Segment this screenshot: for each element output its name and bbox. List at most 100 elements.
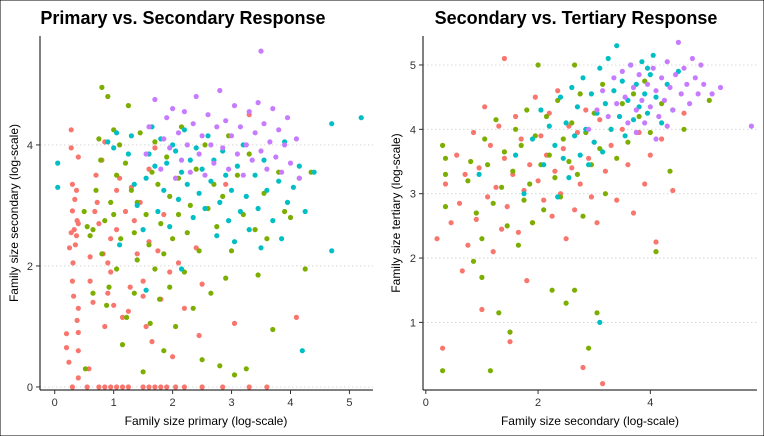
data-point (296, 163, 302, 169)
data-point (462, 171, 468, 177)
data-point (681, 65, 687, 71)
x-tick-label: 5 (346, 397, 352, 409)
data-point (594, 107, 600, 113)
data-point (642, 91, 648, 97)
data-point (140, 227, 146, 233)
data-point (187, 202, 193, 208)
data-point (493, 184, 499, 190)
data-point (125, 384, 131, 390)
x-tick-label: 3 (228, 397, 234, 409)
data-point (81, 208, 87, 215)
data-point (255, 205, 261, 212)
data-point (214, 124, 220, 130)
data-point (513, 126, 519, 132)
data-point (63, 331, 70, 337)
data-point (252, 130, 258, 136)
data-point (105, 139, 111, 145)
data-point (75, 221, 81, 227)
data-point (572, 287, 578, 293)
data-point (105, 93, 111, 100)
data-point (611, 75, 617, 81)
data-point (647, 104, 653, 110)
data-point (636, 113, 642, 120)
data-point (270, 218, 276, 224)
data-point (196, 151, 202, 157)
data-point (653, 136, 659, 142)
data-point (249, 157, 255, 163)
data-point (633, 129, 639, 136)
data-point (709, 91, 715, 97)
data-point (68, 145, 74, 151)
data-point (175, 260, 182, 266)
data-point (284, 199, 291, 205)
data-point (521, 191, 527, 197)
data-point (96, 221, 102, 227)
data-point (114, 172, 120, 178)
data-point (611, 88, 617, 94)
data-point (591, 139, 597, 145)
data-point (84, 224, 90, 230)
x-tick-label: 0 (52, 397, 58, 409)
data-point (673, 72, 679, 78)
data-point (161, 348, 167, 354)
data-point (131, 218, 137, 224)
data-point (583, 107, 589, 113)
data-point (134, 257, 140, 263)
data-point (71, 293, 77, 299)
data-point (681, 110, 687, 116)
data-point (513, 152, 519, 158)
data-point (69, 208, 75, 214)
data-point (181, 384, 187, 390)
data-point (234, 163, 240, 169)
data-point (659, 136, 665, 142)
data-point (134, 202, 140, 208)
data-point (546, 123, 552, 129)
data-point (220, 384, 226, 390)
data-point (96, 136, 102, 142)
data-point (465, 178, 471, 184)
data-point (459, 268, 465, 274)
data-point (75, 154, 81, 160)
data-point (608, 142, 614, 148)
data-point (524, 107, 530, 113)
data-point (143, 151, 149, 157)
data-point (119, 342, 126, 348)
data-point (518, 142, 524, 148)
data-point (293, 314, 299, 320)
data-point (93, 172, 99, 178)
data-point (226, 166, 232, 172)
data-point (140, 384, 146, 390)
data-point (546, 152, 552, 158)
data-point (87, 278, 93, 284)
data-point (167, 224, 173, 230)
data-point (524, 278, 530, 284)
data-point (586, 126, 592, 132)
data-point (485, 162, 491, 168)
data-point (143, 287, 149, 293)
data-point (529, 136, 536, 142)
data-point (563, 300, 569, 306)
data-point (102, 323, 108, 330)
data-point (499, 226, 505, 232)
x-axis-label: Family size secondary (log-scale) (501, 414, 679, 428)
data-point (131, 230, 137, 236)
data-point (642, 181, 648, 187)
data-point (586, 345, 592, 351)
data-point (695, 91, 701, 97)
data-point (689, 55, 696, 62)
data-point (642, 120, 648, 126)
data-point (258, 48, 264, 54)
data-point (175, 196, 182, 202)
data-point (639, 59, 645, 65)
data-point (543, 113, 550, 120)
data-point (487, 368, 493, 374)
data-point (158, 166, 164, 172)
data-point (493, 117, 499, 123)
data-point (569, 84, 575, 91)
data-point (69, 384, 75, 390)
data-point (625, 139, 631, 145)
data-point (237, 124, 243, 130)
scatter-panel-primary-vs-secondary: Primary vs. Secondary Response Family si… (7, 8, 373, 428)
data-point (311, 169, 317, 175)
